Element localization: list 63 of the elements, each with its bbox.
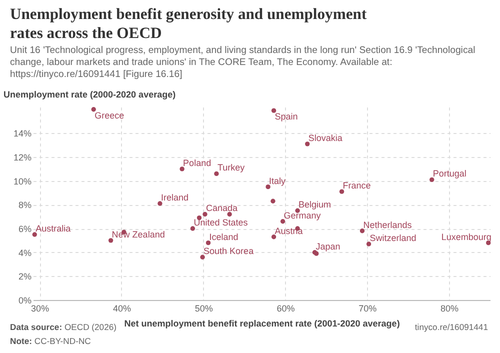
annotation: United States xyxy=(194,218,248,228)
point xyxy=(271,108,276,113)
point xyxy=(32,232,37,237)
annotation: Australia xyxy=(36,223,71,234)
x-tick-label: 80% xyxy=(440,304,459,314)
point xyxy=(305,142,310,146)
annotation: Belgium xyxy=(298,200,332,210)
annotation: Canada xyxy=(206,203,238,214)
point xyxy=(430,177,434,182)
point xyxy=(158,201,162,206)
y-tick-label: 10% xyxy=(13,176,32,186)
annotation: Ireland xyxy=(160,192,188,202)
y-tick-label: 6% xyxy=(18,224,32,234)
y-tick-label: 0% xyxy=(18,296,32,306)
point xyxy=(190,226,196,231)
point xyxy=(360,228,365,234)
annotation: Turkey xyxy=(217,162,246,173)
annotation: Iceland xyxy=(209,232,238,242)
point xyxy=(206,240,211,246)
point xyxy=(266,184,270,190)
y-tick-label: 12% xyxy=(13,152,32,163)
point xyxy=(202,212,208,217)
x-axis-title: Net unemployment benefit replacement rate (2001-2020 average) xyxy=(124,318,400,328)
annotation: Switzerland xyxy=(370,233,416,244)
x-tick-label: 40% xyxy=(112,304,131,314)
annotation: Poland xyxy=(183,158,212,168)
point xyxy=(91,107,96,112)
annotation: Japan xyxy=(316,241,340,252)
annotation: South Korea xyxy=(204,246,254,256)
point xyxy=(108,238,114,243)
y-tick-label: 4% xyxy=(18,248,32,258)
point xyxy=(270,198,276,204)
annotation: Germany xyxy=(284,210,322,220)
annotation: Spain xyxy=(274,112,298,122)
point xyxy=(339,189,344,194)
point xyxy=(366,242,372,246)
x-tick-label: 60% xyxy=(276,304,295,314)
chart-title: Unemployment benefit generosity and unemployment rates across the OECD xyxy=(10,5,368,43)
x-tick-label: 30% xyxy=(31,304,50,314)
y-tick-label: 14% xyxy=(13,128,32,139)
x-tick-label: 70% xyxy=(358,304,377,314)
y-tick-label: 2% xyxy=(18,272,32,282)
y-tick-label: 8% xyxy=(18,200,32,210)
x-tick-label: 50% xyxy=(194,304,213,314)
annotation: Greece xyxy=(94,110,124,120)
annotation: New Zealand xyxy=(112,229,165,240)
annotation: Portugal xyxy=(432,168,466,179)
chart-subtitle: Unit 16 'Technological progress, employment, and living standards in the long run' Section 16.9 'Technological change, labour markets and trade unions' in The CORE Team, The Economy. Available at: https://tinyco.re/16091441 [Figure 16.16] xyxy=(10,45,476,81)
text: Note: CC-BY-ND-NC xyxy=(10,336,91,346)
annotation: Slovakia xyxy=(308,132,342,143)
annotation: Italy xyxy=(269,176,286,186)
text: tinyco.re/16091441 xyxy=(414,322,488,332)
source-note: Data source: OECD (2026) xyxy=(10,322,117,332)
point xyxy=(200,254,205,260)
y-axis-title: Unemployment rate (2000-2020 average) xyxy=(4,90,176,100)
annotation: Netherlands xyxy=(363,220,412,230)
point xyxy=(271,234,276,240)
point xyxy=(227,212,232,217)
point xyxy=(214,171,219,176)
point xyxy=(180,166,184,172)
annotation: Luxembourg xyxy=(441,232,492,242)
annotation: France xyxy=(342,180,371,191)
point xyxy=(280,219,286,224)
